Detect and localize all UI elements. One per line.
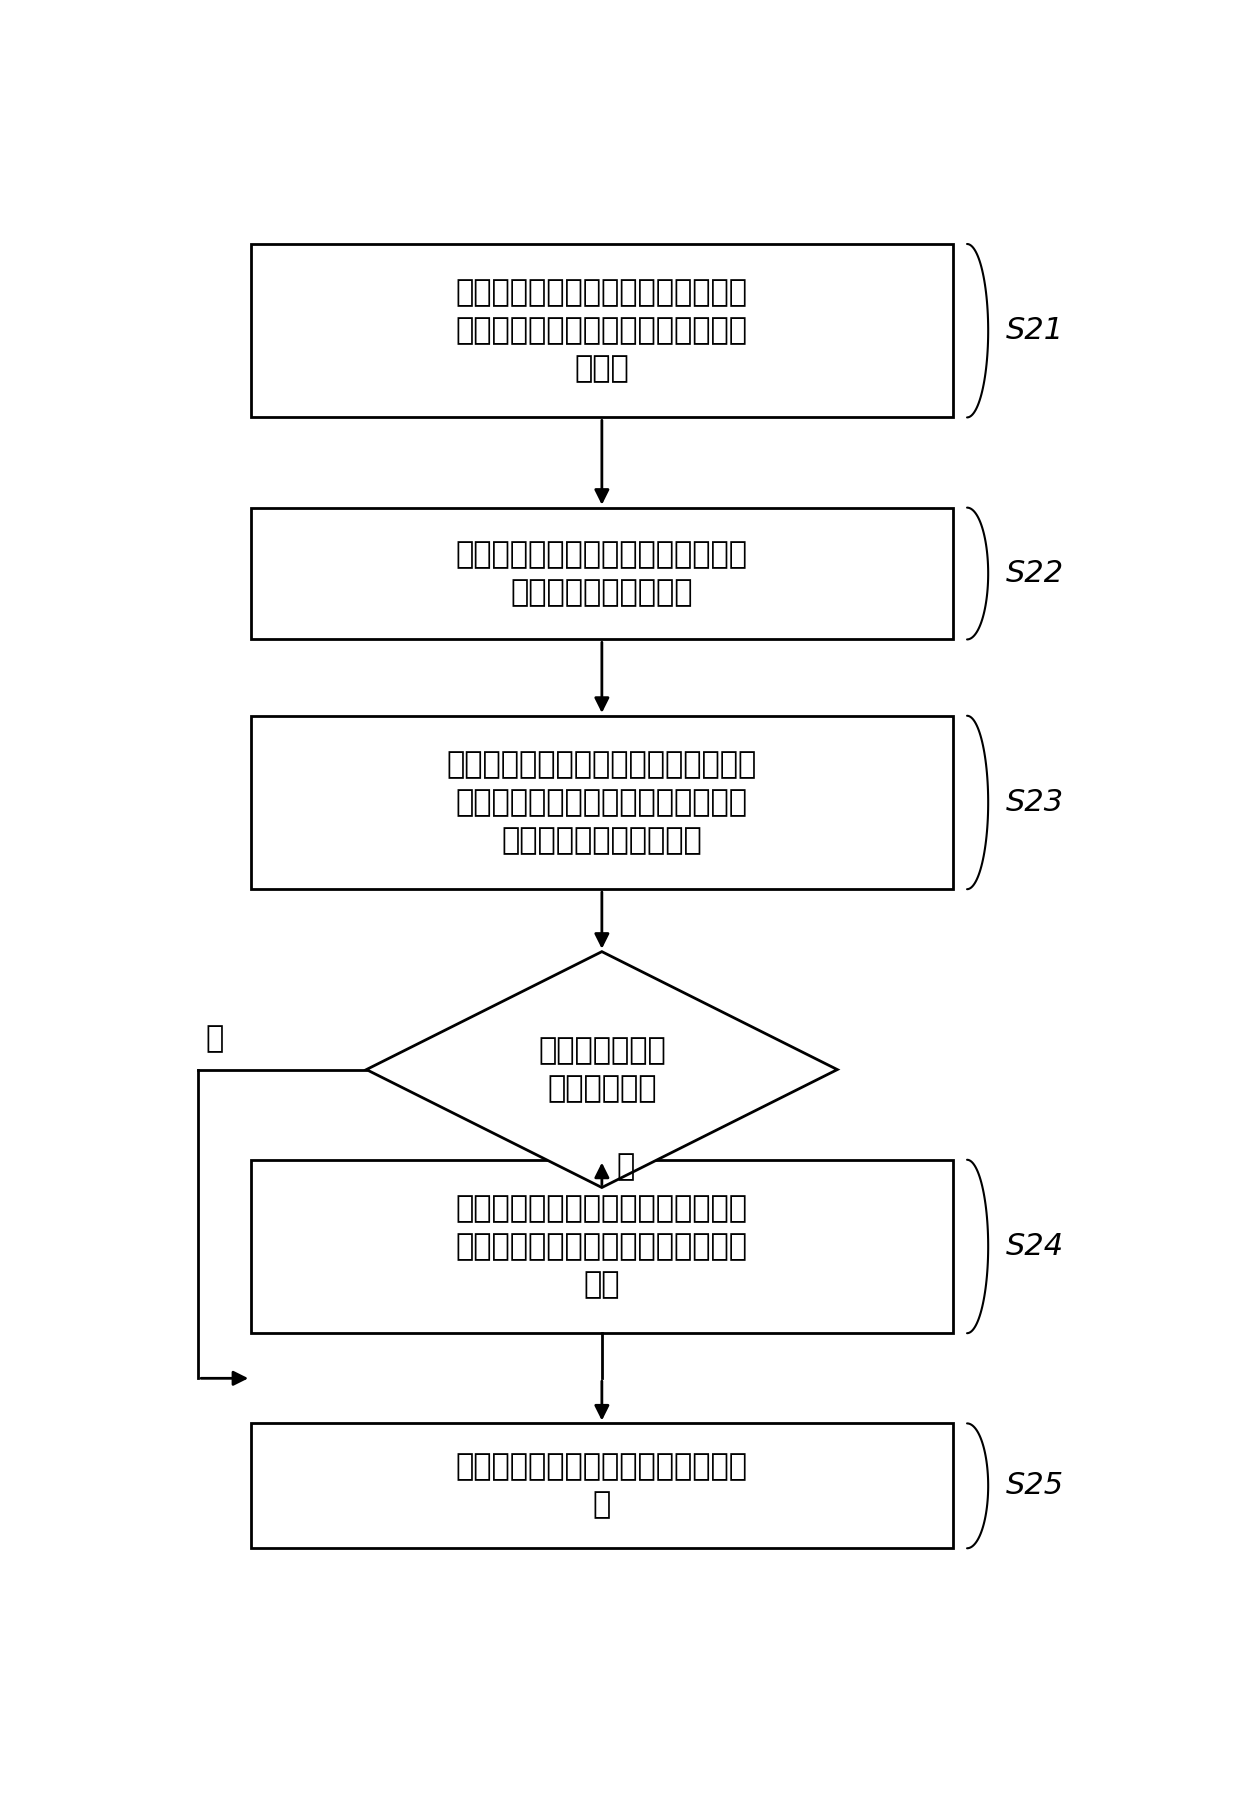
- Text: 否: 否: [616, 1151, 635, 1180]
- Text: 是: 是: [206, 1024, 224, 1052]
- Text: 服务器根据不同的播放参数对上传的
视频进行处理，生成不同规格的视频
并存储: 服务器根据不同的播放参数对上传的 视频进行处理，生成不同规格的视频 并存储: [456, 278, 748, 384]
- FancyBboxPatch shape: [250, 243, 952, 418]
- FancyBboxPatch shape: [250, 715, 952, 888]
- Text: 服务器向移动终端返回对应规格的视
频: 服务器向移动终端返回对应规格的视 频: [456, 1452, 748, 1519]
- Text: 服务器根据视频请求确定请求的视频，
根据移动终端的播放参数从请求的视
频中查找对应规格的视频: 服务器根据视频请求确定请求的视频， 根据移动终端的播放参数从请求的视 频中查找对…: [446, 750, 756, 856]
- FancyBboxPatch shape: [250, 508, 952, 640]
- FancyBboxPatch shape: [250, 1424, 952, 1548]
- Text: S23: S23: [1006, 787, 1064, 816]
- Text: S21: S21: [1006, 315, 1064, 346]
- FancyBboxPatch shape: [250, 1160, 952, 1333]
- Text: S24: S24: [1006, 1233, 1064, 1261]
- Text: S22: S22: [1006, 559, 1064, 587]
- Text: 服务器根据移动终端的播放参数对请
求的视频进行处理，生成对应规格的
视频: 服务器根据移动终端的播放参数对请 求的视频进行处理，生成对应规格的 视频: [456, 1193, 748, 1299]
- Polygon shape: [367, 951, 837, 1188]
- Text: 移动终端向服务器发送视频请求，同
时发送本机的播放参数: 移动终端向服务器发送视频请求，同 时发送本机的播放参数: [456, 541, 748, 607]
- Text: 是否查找到对应
规格的视频？: 是否查找到对应 规格的视频？: [538, 1036, 666, 1103]
- Text: S25: S25: [1006, 1472, 1064, 1501]
